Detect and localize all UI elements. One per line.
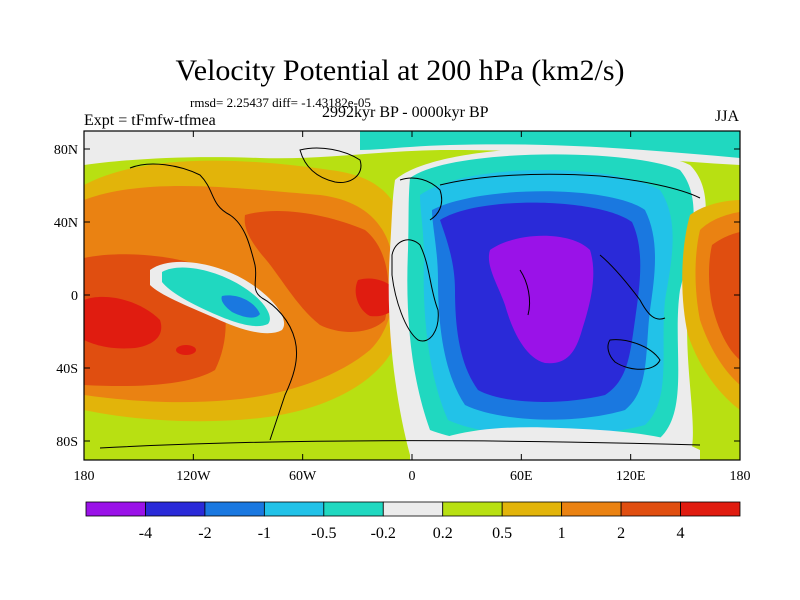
colorbar-swatch (263, 501, 325, 517)
x-tick-label: 180 (74, 469, 95, 484)
pos-4-pacific (84, 296, 162, 349)
colorbar-label: 2 (617, 525, 625, 542)
colorbar-swatch (501, 501, 563, 517)
colorbar-swatch (680, 501, 741, 517)
colorbar-label: 1 (558, 525, 566, 542)
pos-2-atlantic (244, 210, 389, 332)
colorbar-swatch (382, 501, 444, 517)
colorbar-swatch (561, 501, 622, 517)
neg-4-east (488, 235, 594, 364)
x-tick-label: 0 (409, 469, 416, 484)
y-tick-label: 0 (71, 289, 78, 304)
pos-2-east-edge (709, 232, 740, 360)
x-tick-label: 60E (510, 469, 533, 484)
pos-4-small (176, 345, 196, 355)
x-tick-label: 120W (176, 469, 211, 484)
colorbar-label: 0.5 (492, 525, 512, 542)
colorbar-label: 4 (677, 525, 685, 542)
colorbar-label: 0.2 (433, 525, 453, 542)
colorbar-swatch (85, 501, 146, 517)
colorbar-label: -1 (258, 525, 271, 542)
x-tick-label: 120E (616, 469, 646, 484)
colorbar-label: -4 (139, 525, 152, 542)
colorbar-label: -2 (198, 525, 211, 542)
colorbar-label: -0.5 (311, 525, 336, 542)
colorbar-swatch (323, 501, 384, 517)
y-tick-label: 80S (56, 435, 78, 450)
rmsd-stats: rmsd= 2.25437 diff= -1.43182e-05 (190, 95, 371, 110)
season-label: JJA (715, 108, 740, 125)
experiment-label: Expt = tFmfw-tfmea (84, 112, 216, 129)
coastlines (99, 147, 701, 449)
y-tick-label: 80N (54, 143, 78, 158)
x-axis: 180 120W 60W 0 60E 120E 180 (74, 131, 751, 484)
colorbar-swatch (204, 501, 265, 517)
period-label: 2992kyr BP - 0000kyr BP (322, 104, 489, 121)
colorbar-swatch (145, 501, 206, 517)
y-tick-label: 40S (56, 362, 78, 377)
plot-title: Velocity Potential at 200 hPa (km2/s) (175, 54, 625, 87)
neg-05-pacific (221, 295, 260, 318)
map-field (84, 131, 740, 460)
colorbar-swatch (620, 501, 681, 517)
neutral-antarctic (410, 427, 700, 460)
y-tick-label: 40N (54, 216, 78, 231)
neg-02-arctic (360, 131, 740, 158)
y-axis: 80N 40N 0 40S 80S (54, 143, 740, 450)
colorbar: -4 -2 -1 -0.5 -0.2 0.2 0.5 1 2 4 (85, 501, 741, 542)
x-tick-label: 60W (289, 469, 317, 484)
x-tick-label: 180 (730, 469, 751, 484)
colorbar-swatch (442, 501, 503, 517)
colorbar-label: -0.2 (371, 525, 396, 542)
